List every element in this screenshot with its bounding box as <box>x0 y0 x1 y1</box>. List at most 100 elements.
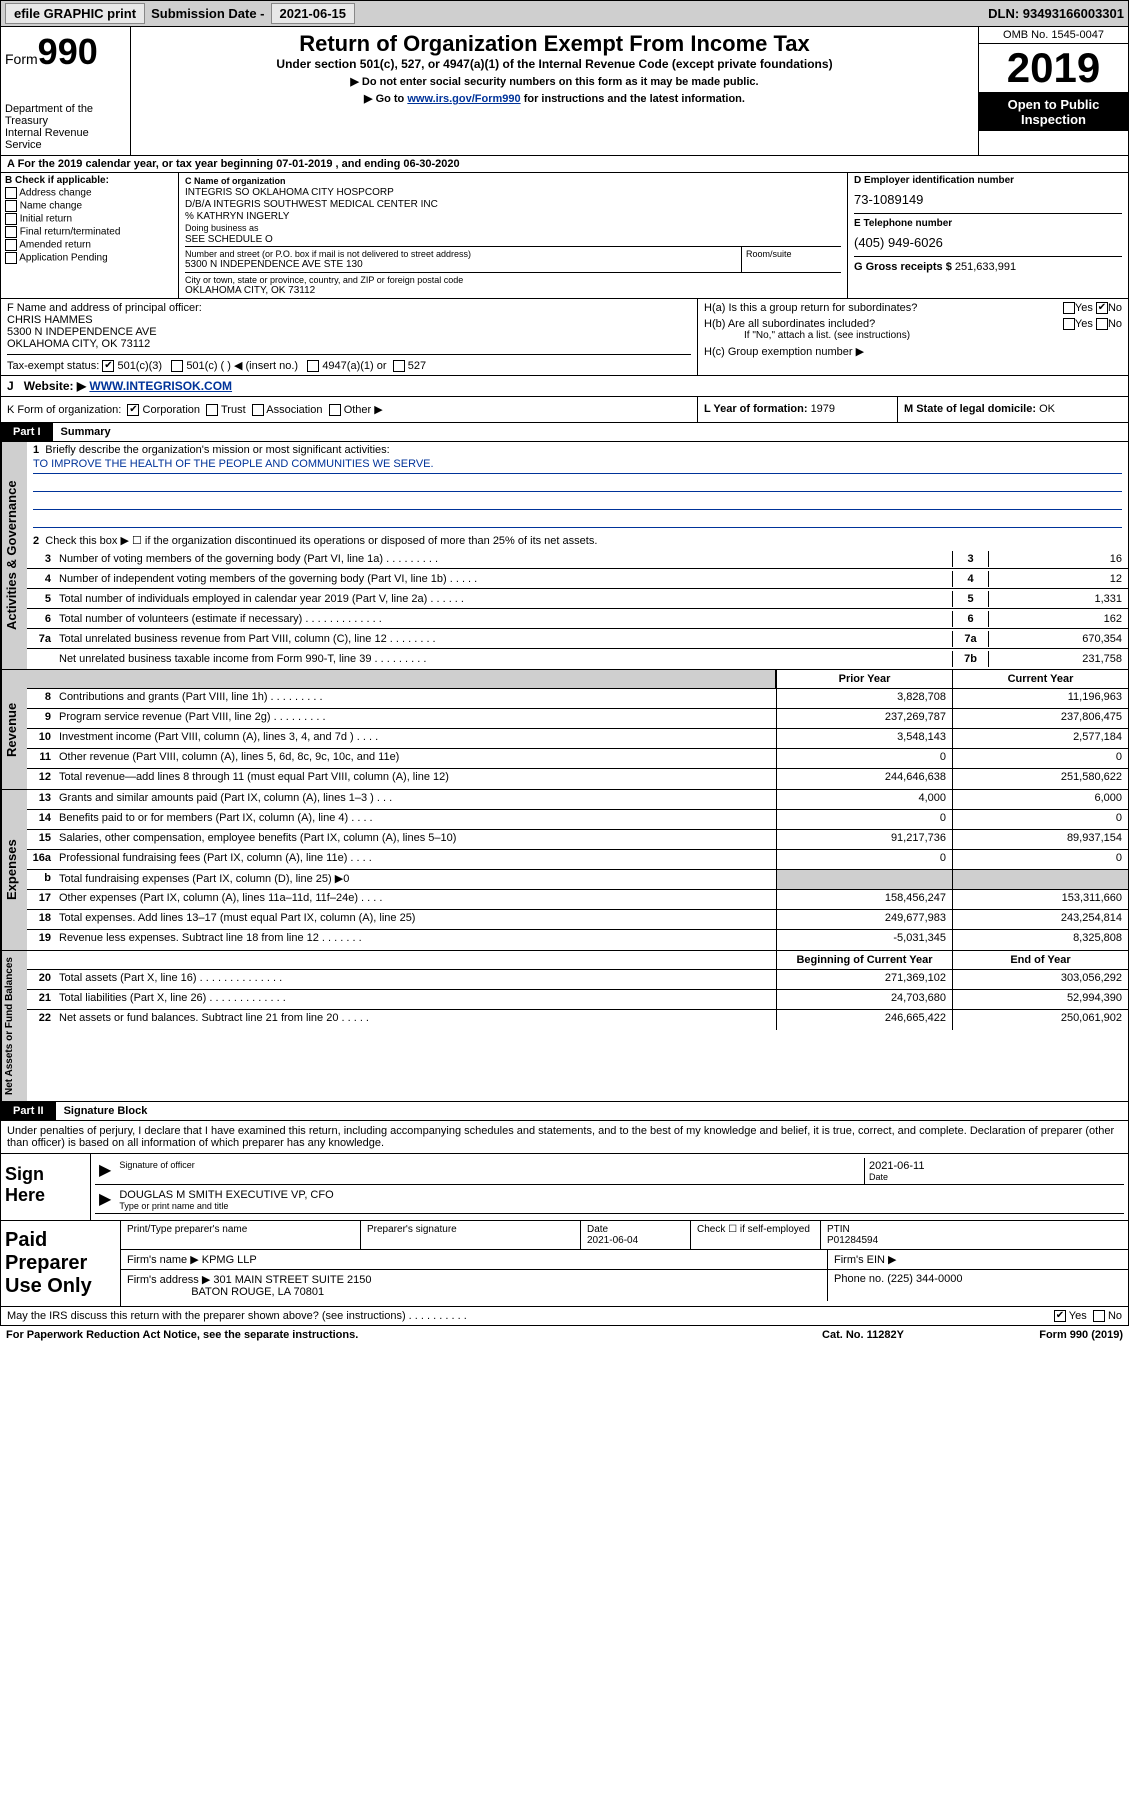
current-year-hdr: Current Year <box>952 670 1128 688</box>
current-value: 153,311,660 <box>952 890 1128 909</box>
part1-header: Part I Summary <box>0 423 1129 442</box>
perjury-statement: Under penalties of perjury, I declare th… <box>0 1121 1129 1154</box>
col-d-ids: D Employer identification number 73-1089… <box>848 173 1128 298</box>
addr-hdr: Number and street (or P.O. box if mail i… <box>185 249 741 259</box>
4947-label: 4947(a)(1) or <box>322 360 386 372</box>
cb-501c[interactable] <box>171 360 183 372</box>
hb-label: H(b) Are all subordinates included? <box>704 318 875 330</box>
cb-527[interactable] <box>393 360 405 372</box>
cb-final-return[interactable]: Final return/terminated <box>5 226 174 238</box>
row-cellnum: 6 <box>952 611 988 627</box>
cb-name-change[interactable]: Name change <box>5 200 174 212</box>
cb-ha-no[interactable] <box>1096 302 1108 314</box>
org-name-1: INTEGRIS SO OKLAHOMA CITY HOSPCORP <box>185 187 841 198</box>
gov-row: 7a Total unrelated business revenue from… <box>27 629 1128 649</box>
row-num: 7a <box>27 631 55 647</box>
gross-hdr: G Gross receipts $ <box>854 261 955 273</box>
form-number-box: Form990 Department of the Treasury Inter… <box>1 27 131 155</box>
row-num: 16a <box>27 850 55 869</box>
cb-501c3[interactable] <box>102 360 114 372</box>
current-value: 2,577,184 <box>952 729 1128 748</box>
cb-trust[interactable] <box>206 404 218 416</box>
row-num: 22 <box>27 1010 55 1030</box>
f-hdr: F Name and address of principal officer: <box>7 302 691 314</box>
cat-no: Cat. No. 11282Y <box>763 1329 963 1341</box>
row-value: 162 <box>988 611 1128 627</box>
cb-discuss-yes[interactable] <box>1054 1310 1066 1322</box>
sig-officer-label: Signature of officer <box>115 1158 864 1184</box>
cb-discuss-no[interactable] <box>1093 1310 1105 1322</box>
data-row: 18 Total expenses. Add lines 13–17 (must… <box>27 910 1128 930</box>
submission-label: Submission Date - <box>151 6 264 21</box>
row-num: 18 <box>27 910 55 929</box>
net-tab: Net Assets or Fund Balances <box>1 951 27 1101</box>
row-text: Total fundraising expenses (Part IX, col… <box>55 870 776 889</box>
data-row: 19 Revenue less expenses. Subtract line … <box>27 930 1128 950</box>
cb-corp[interactable] <box>127 404 139 416</box>
website-link[interactable]: WWW.INTEGRISOK.COM <box>89 379 232 393</box>
cb-ha-yes[interactable] <box>1063 302 1075 314</box>
irs-discuss-q: May the IRS discuss this return with the… <box>7 1310 1054 1322</box>
efile-button[interactable]: efile GRAPHIC print <box>5 3 145 24</box>
prior-value: 237,269,787 <box>776 709 952 728</box>
submission-date: 2021-06-15 <box>271 3 356 24</box>
prep-name-hdr: Print/Type preparer's name <box>121 1221 361 1249</box>
col-c-org-info: C Name of organization INTEGRIS SO OKLAH… <box>179 173 848 298</box>
row-cellnum: 5 <box>952 591 988 607</box>
cb-amended[interactable]: Amended return <box>5 239 174 251</box>
net-hdr-spacer <box>27 951 776 969</box>
sign-here-block: Sign Here ▶ Signature of officer 2021-06… <box>0 1154 1129 1221</box>
row-num: 5 <box>27 591 55 607</box>
gov-tab: Activities & Governance <box>1 442 27 669</box>
no-label-2: No <box>1108 318 1122 330</box>
current-value: 89,937,154 <box>952 830 1128 849</box>
officer-addr1: 5300 N INDEPENDENCE AVE <box>7 326 691 338</box>
row-text: Investment income (Part VIII, column (A)… <box>55 729 776 748</box>
cb-hb-yes[interactable] <box>1063 318 1075 330</box>
gov-row: Net unrelated business taxable income fr… <box>27 649 1128 669</box>
row-num <box>27 657 55 661</box>
row-text: Total revenue—add lines 8 through 11 (mu… <box>55 769 776 789</box>
room-suite: Room/suite <box>741 247 841 272</box>
gov-row: 6 Total number of volunteers (estimate i… <box>27 609 1128 629</box>
goto-pre: ▶ Go to <box>364 93 407 105</box>
current-value: 250,061,902 <box>952 1010 1128 1030</box>
prep-sig-hdr: Preparer's signature <box>361 1221 581 1249</box>
row-text: Total unrelated business revenue from Pa… <box>55 631 952 647</box>
cb-hb-no[interactable] <box>1096 318 1108 330</box>
street-addr: 5300 N INDEPENDENCE AVE STE 130 <box>185 259 741 270</box>
cb-other[interactable] <box>329 404 341 416</box>
sign-here-label: Sign Here <box>1 1154 91 1220</box>
omb-number: OMB No. 1545-0047 <box>979 27 1128 44</box>
ha-label: H(a) Is this a group return for subordin… <box>704 302 917 314</box>
cb-address-change[interactable]: Address change <box>5 187 174 199</box>
row-num: 10 <box>27 729 55 748</box>
cb-assoc[interactable] <box>252 404 264 416</box>
current-value: 52,994,390 <box>952 990 1128 1009</box>
row-cellnum: 4 <box>952 571 988 587</box>
row-text: Total number of individuals employed in … <box>55 591 952 607</box>
irs-link[interactable]: www.irs.gov/Form990 <box>407 93 520 105</box>
k-label: K Form of organization: <box>7 404 121 416</box>
section-bcd: B Check if applicable: Address change Na… <box>0 173 1129 299</box>
city-val: OKLAHOMA CITY, OK 73112 <box>185 285 841 296</box>
row-text: Number of independent voting members of … <box>55 571 952 587</box>
row-value: 670,354 <box>988 631 1128 647</box>
cb-initial-return[interactable]: Initial return <box>5 213 174 225</box>
yes-label-3: Yes <box>1069 1310 1087 1322</box>
officer-addr2: OKLAHOMA CITY, OK 73112 <box>7 338 691 350</box>
ssn-note: ▶ Do not enter social security numbers o… <box>139 75 970 88</box>
form-title: Return of Organization Exempt From Incom… <box>139 31 970 57</box>
form-990: 990 <box>38 31 98 72</box>
org-name-3: % KATHRYN INGERLY <box>185 211 841 222</box>
cb-pending[interactable]: Application Pending <box>5 252 174 264</box>
row-value: 16 <box>988 551 1128 567</box>
mission-answer: TO IMPROVE THE HEALTH OF THE PEOPLE AND … <box>33 458 1122 474</box>
officer-printed-name: DOUGLAS M SMITH EXECUTIVE VP, CFO <box>119 1189 1120 1201</box>
cb-4947[interactable] <box>307 360 319 372</box>
governance-section: Activities & Governance 1 Briefly descri… <box>0 442 1129 670</box>
exp-tab: Expenses <box>1 790 27 950</box>
prior-value: 24,703,680 <box>776 990 952 1009</box>
row-num: 6 <box>27 611 55 627</box>
q1-num: 1 <box>33 444 39 456</box>
